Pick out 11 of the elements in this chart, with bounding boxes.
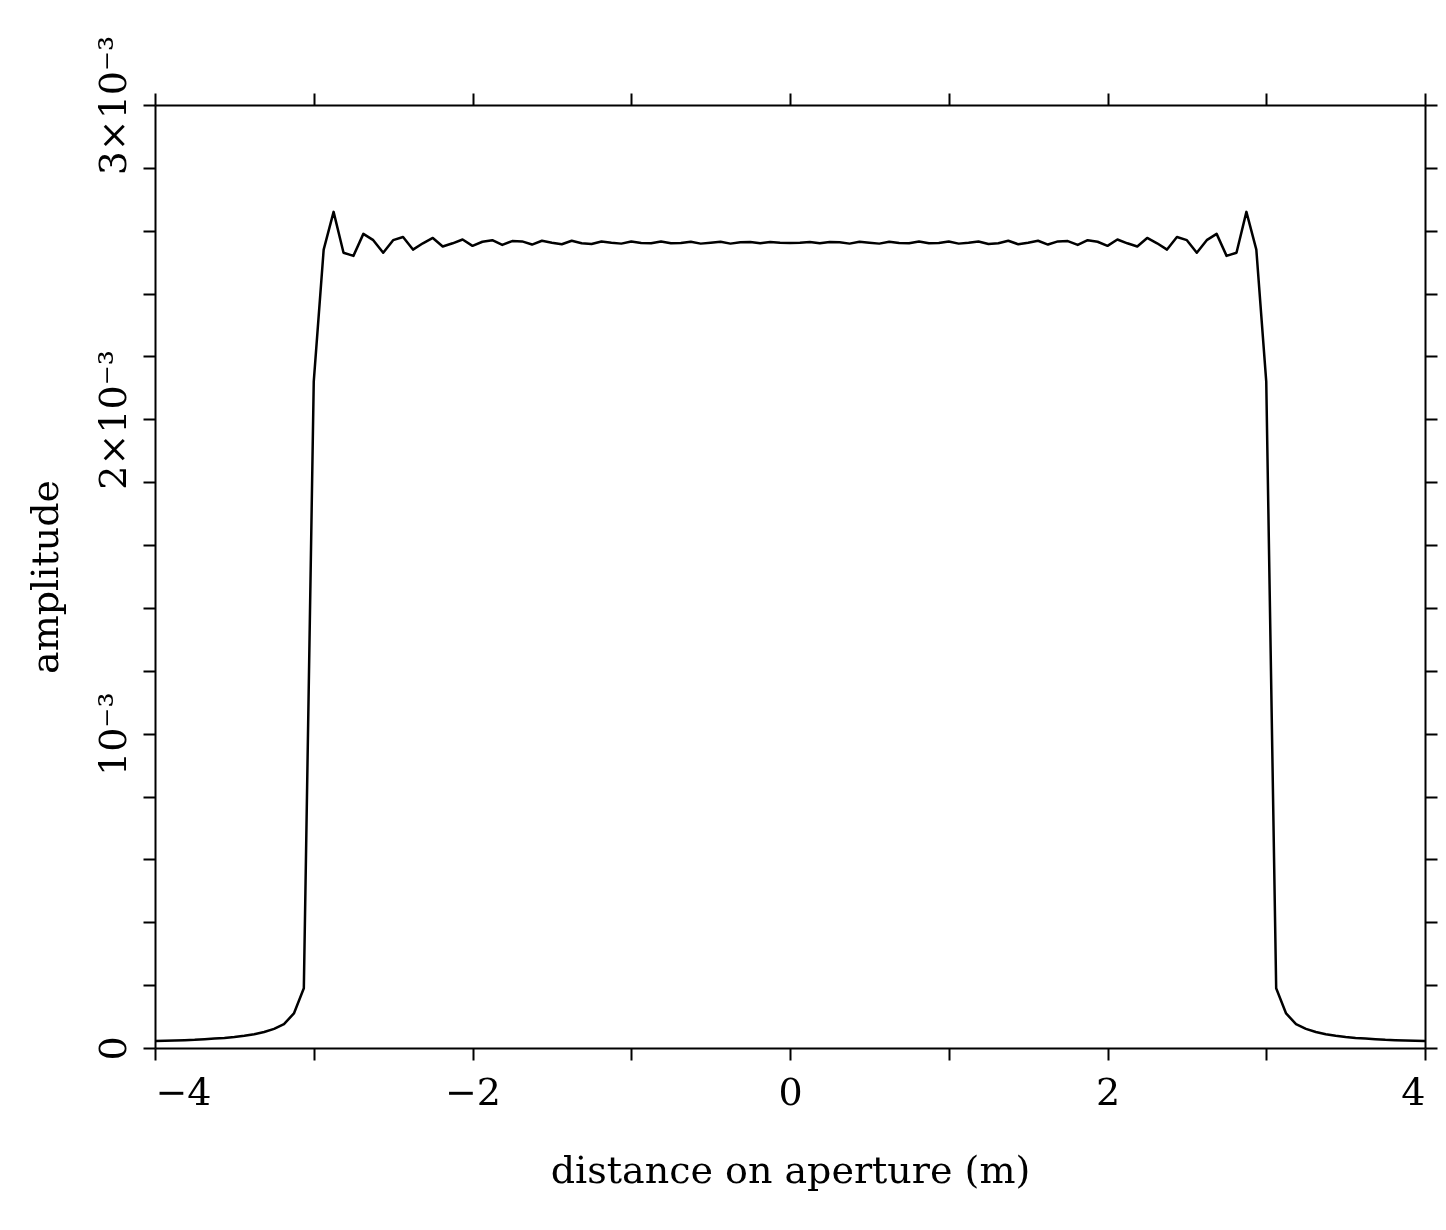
x-tick-label: 0 [778,1069,803,1114]
x-tick-label: −4 [155,1069,212,1114]
x-tick-label: 4 [1401,1069,1426,1114]
y-tick-label: 2×10⁻³ [90,350,135,490]
y-axis-title: amplitude [22,480,67,674]
x-axis-title: distance on aperture (m) [550,1147,1031,1192]
x-tick-label: 2 [1095,1069,1121,1114]
x-tick-label: −2 [444,1069,502,1114]
y-tick-label: 0 [90,1036,135,1061]
y-tick-label: 3×10⁻³ [90,35,135,176]
y-tick-label: 10⁻³ [90,692,135,776]
